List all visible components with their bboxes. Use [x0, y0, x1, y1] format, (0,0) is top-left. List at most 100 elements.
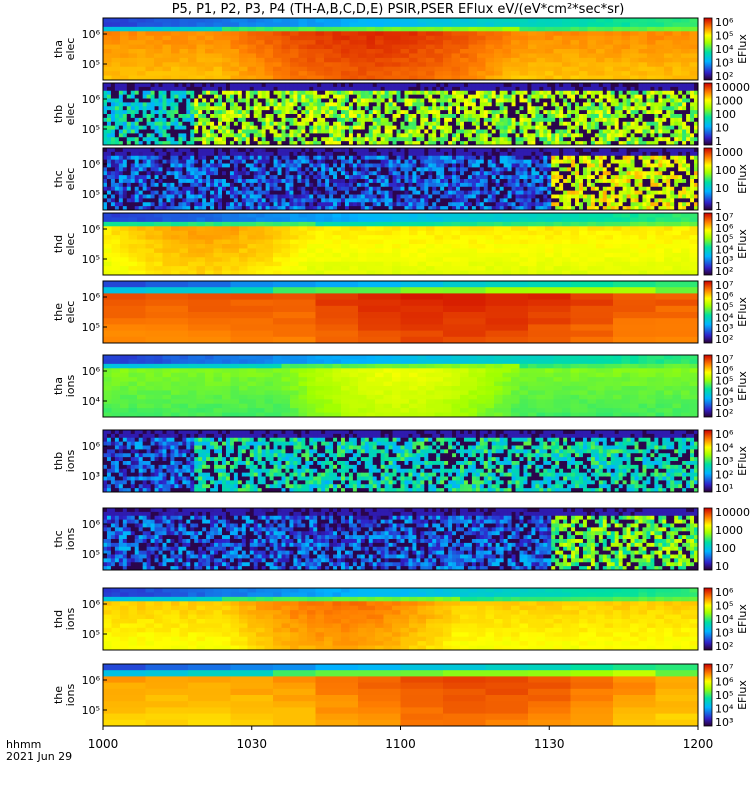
spectrogram-the-elec [103, 281, 699, 344]
colorbar-tick-label: 10⁴ [715, 243, 734, 256]
colorbar-tick-label: 10⁶ [715, 16, 734, 29]
y-tick-label: 10⁶ [82, 158, 101, 171]
colorbar-tick-label: 10 [715, 560, 729, 573]
y-tick-label: 10⁵ [82, 58, 100, 71]
y-tick-label: 10⁶ [82, 93, 101, 106]
panel-frame [102, 429, 699, 493]
spectrogram-the-ions [103, 664, 699, 727]
colorbar-tick-label: 10² [715, 469, 733, 482]
colorbar-tick-label: 10 [715, 122, 729, 135]
panel-ylabel: tha [52, 377, 65, 395]
spectrogram-thc-elec [103, 148, 699, 211]
x-tick-label: 1000 [88, 737, 119, 751]
colorbar-label: EFlux [736, 680, 749, 710]
colorbar-tick-label: 10² [715, 70, 733, 83]
colorbar-tick-label: 10⁷ [715, 353, 733, 366]
colorbar-label: EFlux [736, 446, 749, 476]
x-tick-label: 1130 [534, 737, 565, 751]
y-tick-label: 10³ [82, 470, 100, 483]
y-tick-label: 10⁵ [82, 321, 100, 334]
spectrogram-tha-ions [103, 355, 699, 418]
y-tick-label: 10⁵ [82, 188, 100, 201]
colorbar-tick-label: 10² [715, 407, 733, 420]
colorbar-tick-label: 10³ [715, 322, 733, 335]
panel-ylabel: ions [64, 374, 77, 397]
colorbar-tick-label: 100 [715, 164, 736, 177]
y-tick-label: 10⁵ [82, 548, 100, 561]
panel-frame [102, 147, 699, 211]
panel-frame [102, 212, 699, 276]
panel-frame [102, 17, 699, 81]
colorbar-tick-label: 10⁶ [715, 290, 734, 303]
colorbar-tick-label: 10⁵ [715, 689, 733, 702]
panel-thc-elec: thc elec 10⁶ 10⁵ 1000 100 10 1 EFlux [52, 146, 749, 213]
figure-title: P5, P1, P2, P3, P4 (TH-A,B,C,D,E) PSIR,P… [172, 2, 625, 17]
panel-frame [102, 82, 699, 146]
colorbar-thc-ions: 10000 1000 100 10 [703, 506, 750, 573]
y-tick-label: 10⁴ [82, 395, 101, 408]
y-tick-label: 10⁶ [82, 223, 101, 236]
colorbar-tick-label: 1 [715, 200, 722, 213]
panel-ylabel: ions [64, 449, 77, 472]
panel-ylabel: the [52, 686, 65, 704]
colorbar-tick-label: 10⁶ [715, 364, 734, 377]
panel-frame [102, 507, 699, 571]
colorbar-tick-label: 100 [715, 108, 736, 121]
colorbar-tick-label: 10⁷ [715, 279, 733, 292]
colorbar-tick-label: 10000 [715, 81, 750, 94]
x-axis: 1000 1030 1100 1130 1200 [88, 726, 713, 751]
colorbar-tick-label: 10³ [715, 627, 733, 640]
colorbar-tick-label: 10⁷ [715, 211, 733, 224]
colorbar-tick-label: 10⁶ [715, 428, 734, 441]
colorbar-tick-label: 10⁵ [715, 30, 733, 43]
colorbar-tick-label: 10³ [715, 455, 733, 468]
colorbar-label: EFlux [736, 604, 749, 634]
colorbar-thc-elec: 1000 100 10 1 EFlux [703, 146, 749, 213]
panel-ylabel: elec [64, 168, 77, 191]
y-tick-label: 10⁵ [82, 253, 100, 266]
colorbar-tick-label: 10⁵ [715, 301, 733, 314]
colorbar-tick-label: 10⁴ [715, 43, 734, 56]
spectrogram-thd-elec [103, 213, 699, 276]
colorbar-tick-label: 10⁷ [715, 662, 733, 675]
colorbar-tick-label: 10³ [715, 57, 733, 70]
spectrogram-tha-elec [103, 18, 699, 81]
colorbar-tick-label: 10⁴ [715, 442, 734, 455]
colorbar-tick-label: 1000 [715, 95, 743, 108]
colorbar-tick-label: 10² [715, 265, 733, 278]
footer-label: hhmm [6, 738, 41, 751]
colorbar-tick-label: 10³ [715, 396, 733, 409]
y-tick-label: 10⁶ [82, 674, 101, 687]
x-tick-label: 1100 [385, 737, 416, 751]
colorbar-tick-label: 1000 [715, 146, 743, 159]
colorbar-tick-label: 10⁴ [715, 613, 734, 626]
colorbar-tick-label: 10⁶ [715, 676, 734, 689]
colorbar-tick-label: 10³ [715, 254, 733, 267]
y-tick-label: 10⁶ [82, 518, 101, 531]
spectrogram-thd-ions [103, 588, 699, 651]
colorbar-tick-label: 10³ [715, 716, 733, 729]
panel-frame [102, 280, 699, 344]
footer-date: 2021 Jun 29 [6, 750, 72, 763]
panel-ylabel: elec [64, 233, 77, 256]
y-tick-label: 10⁶ [82, 365, 101, 378]
panel-ylabel: tha [52, 40, 65, 58]
panel-thc-ions: thc ions 10⁶ 10⁵ 10000 1000 100 10 [52, 506, 750, 573]
panel-ylabel: elec [64, 301, 77, 324]
y-tick-label: 10⁶ [82, 598, 101, 611]
y-tick-label: 10⁵ [82, 704, 100, 717]
x-tick-label: 1030 [236, 737, 267, 751]
